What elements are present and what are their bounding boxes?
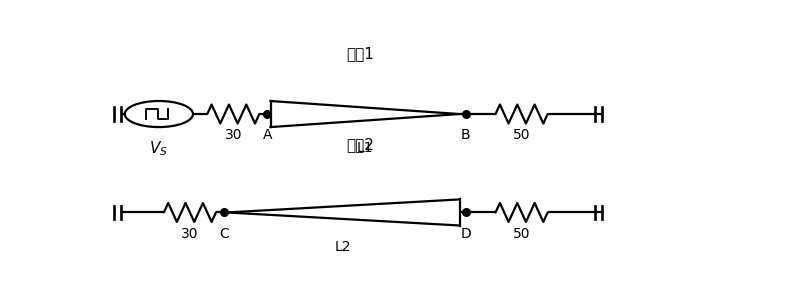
Text: 导体1: 导体1 [346, 46, 374, 61]
Text: 30: 30 [181, 227, 198, 241]
Text: 50: 50 [513, 128, 530, 142]
Text: A: A [262, 128, 272, 142]
Text: L1: L1 [357, 141, 374, 156]
Text: 30: 30 [225, 128, 242, 142]
Text: D: D [461, 227, 471, 241]
Text: 导体2: 导体2 [346, 137, 374, 152]
Text: C: C [219, 227, 229, 241]
Text: L2: L2 [335, 240, 351, 254]
Text: 50: 50 [513, 227, 530, 241]
Text: $V_S$: $V_S$ [150, 139, 168, 158]
Text: B: B [461, 128, 470, 142]
